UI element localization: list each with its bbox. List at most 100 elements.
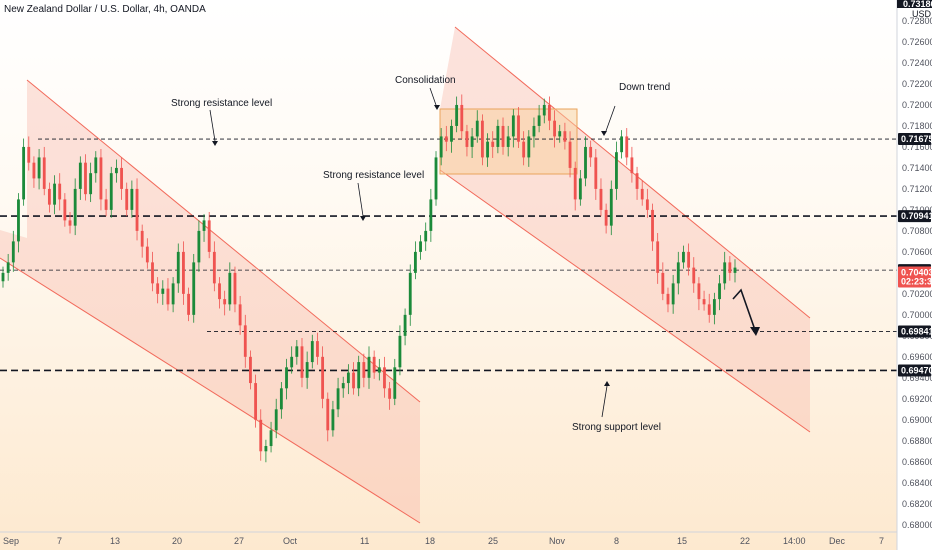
time-tick-label: 7 bbox=[879, 536, 884, 546]
price-tick-label: 0.69000 bbox=[902, 415, 932, 425]
candle-body bbox=[615, 152, 618, 189]
candle-body bbox=[609, 188, 613, 226]
projection-arrow-head bbox=[750, 327, 760, 336]
candle-body bbox=[243, 325, 247, 357]
arrow-consolidation-head bbox=[434, 105, 440, 110]
price-tick-label: 0.68600 bbox=[902, 457, 932, 467]
arrow-resistance-1-shaft bbox=[209, 109, 216, 142]
candle-body bbox=[537, 115, 541, 126]
candle-body bbox=[419, 241, 422, 252]
time-tick-label: Oct bbox=[283, 536, 298, 546]
candle-body bbox=[651, 209, 654, 242]
time-tick-label: Nov bbox=[549, 536, 566, 546]
channels-layer bbox=[0, 26, 811, 524]
arrow-resistance-1-head bbox=[212, 141, 218, 146]
current-price-badge bbox=[898, 266, 931, 288]
candle-body bbox=[517, 115, 520, 142]
currency-label: USD bbox=[912, 9, 932, 19]
candle-body bbox=[166, 288, 170, 305]
candles-layer bbox=[1, 94, 737, 463]
candle-body bbox=[548, 104, 551, 121]
price-tick-label: 0.71800 bbox=[902, 121, 932, 131]
price-tick-label: 0.72600 bbox=[902, 37, 932, 47]
candle-body bbox=[671, 283, 675, 305]
candle-body bbox=[501, 125, 505, 147]
candle-body bbox=[151, 262, 154, 284]
candle-body bbox=[697, 283, 701, 300]
candle-body bbox=[233, 272, 237, 305]
candle-body bbox=[372, 356, 376, 373]
price-tick-label: 0.68800 bbox=[902, 436, 932, 446]
candle-body bbox=[728, 262, 732, 273]
level-badge-3 bbox=[898, 325, 931, 338]
candle-body bbox=[640, 188, 644, 200]
candle-body bbox=[393, 367, 397, 399]
candle-body bbox=[249, 356, 252, 384]
price-tick-label: 0.70800 bbox=[902, 226, 932, 236]
time-axis: Sep 7 13 20 27 Oct 11 18 25 Nov 8 15 22 14:00 Dec 7 bbox=[0, 531, 897, 546]
candle-body bbox=[439, 136, 443, 158]
level-badge-4 bbox=[898, 364, 931, 377]
candle-body bbox=[1, 272, 5, 282]
candle-body bbox=[656, 241, 660, 273]
candle-body bbox=[712, 299, 716, 315]
candle-body bbox=[450, 125, 453, 142]
price-tick-label: 0.72800 bbox=[902, 16, 932, 26]
candle-body bbox=[398, 335, 402, 368]
candle-body bbox=[42, 157, 46, 189]
candle-body bbox=[408, 272, 412, 315]
candle-body bbox=[645, 199, 649, 210]
candle-body bbox=[32, 162, 36, 179]
channel-1-lower-line bbox=[0, 257, 421, 524]
candle-body bbox=[182, 251, 185, 294]
time-tick-label: 18 bbox=[425, 536, 435, 546]
time-tick-label: 22 bbox=[740, 536, 750, 546]
candle-body bbox=[429, 199, 433, 231]
candle-body bbox=[465, 131, 469, 147]
price-tick-label: 0.70000 bbox=[902, 310, 932, 320]
candle-body bbox=[589, 146, 593, 158]
level-badge-1 bbox=[898, 210, 931, 223]
candle-body bbox=[274, 409, 278, 431]
price-tick-label: 0.71400 bbox=[902, 163, 932, 173]
candle-body bbox=[135, 188, 139, 231]
candle-body bbox=[171, 283, 175, 305]
candle-body bbox=[156, 283, 160, 294]
candle-body bbox=[413, 251, 417, 273]
candle-body bbox=[192, 262, 196, 315]
candle-body bbox=[352, 372, 355, 389]
candle-body bbox=[676, 262, 680, 284]
price-tick-label: 0.68400 bbox=[902, 478, 932, 488]
candle-body bbox=[424, 230, 428, 242]
candle-body bbox=[403, 314, 407, 336]
candle-body bbox=[212, 251, 216, 284]
arrow-resistance-2-shaft bbox=[357, 182, 364, 217]
candle-body bbox=[53, 183, 56, 205]
arrow-resistance-2-head bbox=[360, 216, 366, 221]
level-badge-label-1: 0.70941 bbox=[901, 211, 932, 221]
candle-body bbox=[27, 146, 31, 163]
candle-body bbox=[11, 241, 15, 263]
time-tick-label: 27 bbox=[234, 536, 244, 546]
candle-body bbox=[17, 199, 20, 242]
time-tick-label: 14:00 bbox=[783, 536, 806, 546]
projection-path bbox=[732, 288, 756, 331]
candle-body bbox=[228, 272, 232, 305]
candle-body bbox=[362, 362, 366, 378]
channel-1-fill bbox=[0, 80, 420, 523]
candle-body bbox=[264, 446, 268, 452]
candle-body bbox=[377, 367, 381, 373]
price-axis: 0.72800 0.72600 0.72400 0.72200 0.72000 0.718… bbox=[896, 0, 932, 550]
candle-body bbox=[310, 341, 314, 363]
candle-body bbox=[584, 146, 587, 179]
annotation-consolidation: Consolidation bbox=[395, 75, 456, 86]
candle-body bbox=[316, 341, 319, 357]
candle-body bbox=[661, 272, 665, 294]
candle-body bbox=[527, 136, 531, 158]
candle-body bbox=[604, 209, 608, 226]
level-badge-label-4: 0.69470 bbox=[901, 365, 932, 375]
candle-body bbox=[197, 230, 201, 263]
candle-body bbox=[682, 251, 685, 263]
candle-body bbox=[47, 188, 51, 205]
